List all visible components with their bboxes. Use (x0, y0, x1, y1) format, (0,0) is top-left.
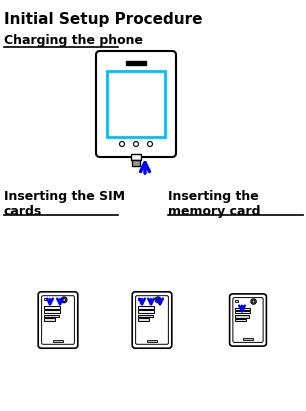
Bar (43, 314, 59, 317)
Bar (43, 306, 60, 309)
Bar (235, 300, 238, 302)
Bar (235, 311, 250, 313)
Bar (138, 306, 155, 309)
Bar (132, 160, 140, 166)
Circle shape (155, 297, 161, 303)
Text: Charging the phone: Charging the phone (4, 34, 143, 47)
Bar (235, 315, 249, 318)
FancyBboxPatch shape (233, 298, 263, 342)
Bar (131, 154, 141, 160)
Circle shape (133, 141, 139, 146)
FancyBboxPatch shape (38, 292, 78, 348)
Bar (243, 338, 253, 340)
Circle shape (120, 141, 125, 146)
Circle shape (251, 299, 256, 304)
Bar (43, 310, 60, 313)
Text: Inserting the
memory card: Inserting the memory card (168, 190, 260, 218)
Text: Inserting the SIM
cards: Inserting the SIM cards (4, 190, 125, 218)
FancyBboxPatch shape (136, 296, 168, 344)
Circle shape (156, 298, 160, 302)
Bar (138, 310, 155, 313)
FancyBboxPatch shape (230, 294, 267, 346)
FancyBboxPatch shape (132, 292, 172, 348)
Circle shape (62, 298, 66, 302)
FancyBboxPatch shape (96, 51, 176, 157)
Bar (138, 319, 149, 321)
Bar (138, 298, 141, 300)
Bar (43, 319, 55, 321)
Circle shape (252, 300, 255, 303)
Circle shape (61, 297, 67, 303)
Bar (53, 339, 63, 342)
Bar (126, 61, 146, 65)
Text: Initial Setup Procedure: Initial Setup Procedure (4, 12, 203, 27)
FancyBboxPatch shape (42, 296, 74, 344)
Bar (147, 339, 157, 342)
Bar (138, 314, 153, 317)
Bar (107, 71, 165, 137)
Bar (43, 298, 47, 300)
Bar (235, 319, 246, 321)
Circle shape (147, 141, 152, 146)
Bar (235, 307, 250, 310)
